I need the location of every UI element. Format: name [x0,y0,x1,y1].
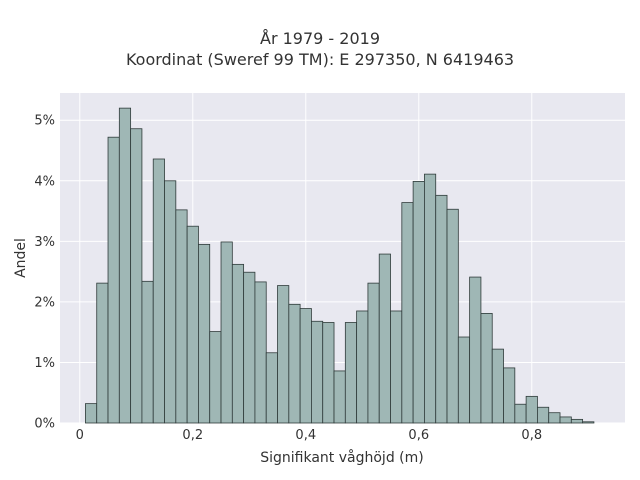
histogram-bar [288,303,301,424]
histogram-bar [265,352,278,424]
histogram-bar [378,253,391,424]
histogram-bar [322,322,335,424]
histogram-bar [367,282,380,424]
x-tick-label: 0,4 [295,428,316,443]
histogram-bar [333,370,346,424]
histogram-bar [412,181,425,424]
histogram-bar [141,280,154,424]
histogram-bar [537,406,550,424]
histogram-bar [582,421,595,424]
histogram-bar [299,308,312,424]
histogram-bar [118,107,132,424]
histogram-bar [514,403,527,424]
histogram-bar [164,180,177,424]
x-axis-label: Signifikant våghöjd (m) [260,449,423,466]
histogram-bar [356,310,369,424]
y-tick-label: 4% [34,174,55,189]
chart-subtitle: Koordinat (Sweref 99 TM): E 297350, N 64… [125,50,515,69]
histogram-bar [457,336,471,424]
histogram-bar [424,173,437,424]
histogram-bar [469,276,482,424]
histogram-bar [548,412,561,424]
histogram-bar [254,281,267,424]
histogram-bar [243,271,256,424]
histogram-bar [525,395,538,424]
histogram-bar [175,209,188,424]
histogram-bar [231,263,245,424]
y-tick-label: 0% [34,417,55,432]
x-tick-label: 0,2 [182,428,203,443]
x-tick-label: 0 [76,428,84,443]
histogram-bar [107,136,120,424]
histogram-bar [85,403,98,424]
histogram-bar [344,322,358,424]
histogram-bar [570,418,584,424]
x-tick-label: 0,6 [408,428,429,443]
histogram-bar [96,282,109,424]
histogram-bar [559,416,572,424]
histogram-bar [198,243,211,424]
histogram-bar [491,348,504,424]
histogram-bar [277,285,290,424]
histogram-bar [446,208,459,424]
histogram-bar [311,320,324,424]
histogram-bar [435,194,448,424]
histogram-bar [130,128,143,424]
y-axis-label: Andel [13,238,29,278]
histogram-bar [209,331,222,424]
y-tick-label: 1% [34,356,55,371]
x-axis-ticks: 0 0,2 0,4 0,6 0,8 [76,428,542,443]
y-axis-ticks: 0% 1% 2% 3% 4% 5% [34,114,55,432]
x-tick-label: 0,8 [521,428,542,443]
y-tick-label: 3% [34,235,55,250]
histogram-bar [152,158,165,424]
histogram-bar [480,313,493,424]
histogram-bar [186,225,199,424]
chart-title: År 1979 - 2019 [260,29,380,48]
y-tick-label: 2% [34,295,55,310]
histogram-bar [220,241,233,424]
histogram-bar [503,367,516,424]
histogram-bar [390,310,403,424]
y-tick-label: 5% [34,114,55,129]
histogram-bar [401,202,414,424]
histogram-bars [85,107,595,424]
